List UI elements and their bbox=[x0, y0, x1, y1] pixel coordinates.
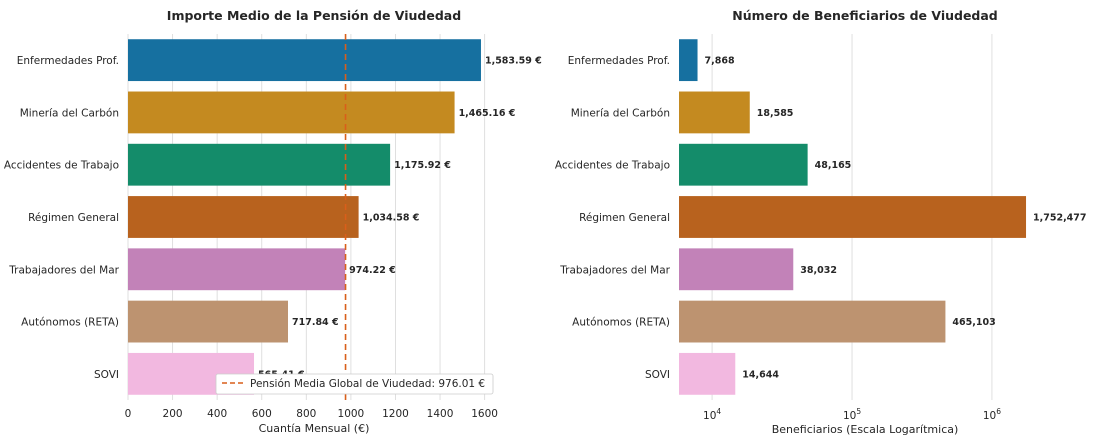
legend-importe: Pensión Media Global de Viudedad: 976.01… bbox=[215, 373, 494, 395]
x-tick-label-importe-8: 1600 bbox=[471, 408, 498, 420]
x-tick-label-importe-7: 1400 bbox=[427, 408, 454, 420]
data-label-importe-accidentes-de-trabajo: 1,175.92 € bbox=[394, 160, 451, 171]
x-tick-label-importe-0: 0 bbox=[125, 408, 132, 420]
x-tick-label-importe-4: 800 bbox=[296, 408, 316, 420]
x-axis-label-importe: Cuantía Mensual (€) bbox=[259, 422, 370, 435]
panel-beneficiarios: Número de Beneficiarios de Viudedad Enfe… bbox=[555, 8, 1087, 436]
category-label-importe-enfermedades-prof: Enfermedades Prof. bbox=[17, 55, 119, 67]
category-label-beneficiarios-enfermedades-prof: Enfermedades Prof. bbox=[568, 55, 670, 67]
category-label-beneficiarios-regimen-general: Régimen General bbox=[579, 212, 670, 224]
bar-beneficiarios-autonomos-reta bbox=[679, 300, 946, 343]
category-label-importe-sovi: SOVI bbox=[94, 369, 119, 381]
category-label-importe-accidentes-de-trabajo: Accidentes de Trabajo bbox=[4, 160, 119, 172]
category-label-beneficiarios-mineria-del-carbon: Minería del Carbón bbox=[571, 107, 670, 119]
category-label-beneficiarios-autonomos-reta: Autónomos (RETA) bbox=[572, 317, 670, 329]
bar-beneficiarios-accidentes-de-trabajo bbox=[679, 143, 808, 186]
data-label-importe-enfermedades-prof: 1,583.59 € bbox=[485, 56, 542, 67]
bar-beneficiarios-sovi bbox=[679, 352, 736, 395]
data-label-beneficiarios-accidentes-de-trabajo: 48,165 bbox=[815, 160, 852, 171]
chart-title-beneficiarios: Número de Beneficiarios de Viudedad bbox=[732, 8, 998, 23]
data-label-beneficiarios-mineria-del-carbon: 18,585 bbox=[757, 108, 794, 119]
bar-beneficiarios-trabajadores-del-mar bbox=[679, 248, 794, 291]
data-label-beneficiarios-trabajadores-del-mar: 38,032 bbox=[800, 265, 837, 276]
data-label-importe-mineria-del-carbon: 1,465.16 € bbox=[459, 108, 516, 119]
category-label-importe-mineria-del-carbon: Minería del Carbón bbox=[20, 107, 119, 119]
bar-beneficiarios-enfermedades-prof bbox=[679, 39, 698, 82]
bar-importe-trabajadores-del-mar bbox=[128, 248, 346, 291]
data-label-beneficiarios-enfermedades-prof: 7,868 bbox=[705, 56, 735, 67]
bar-beneficiarios-regimen-general bbox=[679, 196, 1027, 238]
x-ticks-beneficiarios: 104 105 106 bbox=[703, 407, 1001, 422]
bars-beneficiarios bbox=[679, 39, 1027, 395]
x-axis-label-beneficiarios: Beneficiarios (Escala Logarítmica) bbox=[772, 423, 959, 436]
x-tick-label-importe-3: 600 bbox=[252, 408, 272, 420]
category-label-importe-trabajadores-del-mar: Trabajadores del Mar bbox=[8, 264, 119, 276]
x-tick-label-beneficiarios-0: 104 bbox=[703, 407, 721, 422]
category-label-beneficiarios-accidentes-de-trabajo: Accidentes de Trabajo bbox=[555, 160, 670, 172]
x-tick-label-beneficiarios-1: 105 bbox=[843, 407, 861, 422]
data-label-importe-regimen-general: 1,034.58 € bbox=[363, 213, 420, 224]
x-tick-label-importe-1: 200 bbox=[163, 408, 183, 420]
x-tick-label-importe-5: 1000 bbox=[338, 408, 365, 420]
chart-title-importe: Importe Medio de la Pensión de Viudedad bbox=[167, 8, 461, 23]
bar-beneficiarios-mineria-del-carbon bbox=[679, 91, 750, 134]
bar-importe-enfermedades-prof bbox=[128, 39, 481, 82]
category-labels-importe: Enfermedades Prof. Minería del Carbón Acci… bbox=[4, 55, 120, 381]
category-label-importe-autonomos-reta: Autónomos (RETA) bbox=[21, 317, 119, 329]
bar-importe-accidentes-de-trabajo bbox=[128, 143, 391, 186]
x-tick-label-beneficiarios-2: 106 bbox=[983, 407, 1001, 422]
data-label-importe-autonomos-reta: 717.84 € bbox=[292, 317, 339, 328]
data-label-importe-trabajadores-del-mar: 974.22 € bbox=[349, 265, 396, 276]
data-label-beneficiarios-regimen-general: 1,752,477 bbox=[1033, 213, 1087, 224]
legend-box bbox=[215, 373, 494, 395]
legend-label-mean: Pensión Media Global de Viudedad: 976.01… bbox=[250, 378, 485, 390]
bar-importe-mineria-del-carbon bbox=[128, 91, 455, 134]
data-labels-beneficiarios: 7,868 18,585 48,165 1,752,477 38,032 465,103 1… bbox=[705, 56, 1087, 381]
panel-importe-medio: Importe Medio de la Pensión de Viudedad … bbox=[4, 8, 542, 435]
data-label-beneficiarios-autonomos-reta: 465,103 bbox=[952, 317, 995, 328]
category-label-beneficiarios-sovi: SOVI bbox=[645, 369, 670, 381]
category-label-beneficiarios-trabajadores-del-mar: Trabajadores del Mar bbox=[559, 264, 670, 276]
bars-importe bbox=[128, 39, 481, 395]
category-label-importe-regimen-general: Régimen General bbox=[28, 212, 119, 224]
bar-importe-regimen-general bbox=[128, 196, 359, 238]
data-label-beneficiarios-sovi: 14,644 bbox=[742, 369, 779, 380]
category-labels-beneficiarios: Enfermedades Prof. Minería del Carbón Acci… bbox=[555, 55, 671, 381]
x-tick-label-importe-2: 400 bbox=[207, 408, 227, 420]
x-ticks-importe: 0 200 400 600 800 1000 1200 1400 1600 bbox=[125, 408, 498, 420]
bar-importe-autonomos-reta bbox=[128, 300, 289, 343]
x-tick-label-importe-6: 1200 bbox=[382, 408, 409, 420]
